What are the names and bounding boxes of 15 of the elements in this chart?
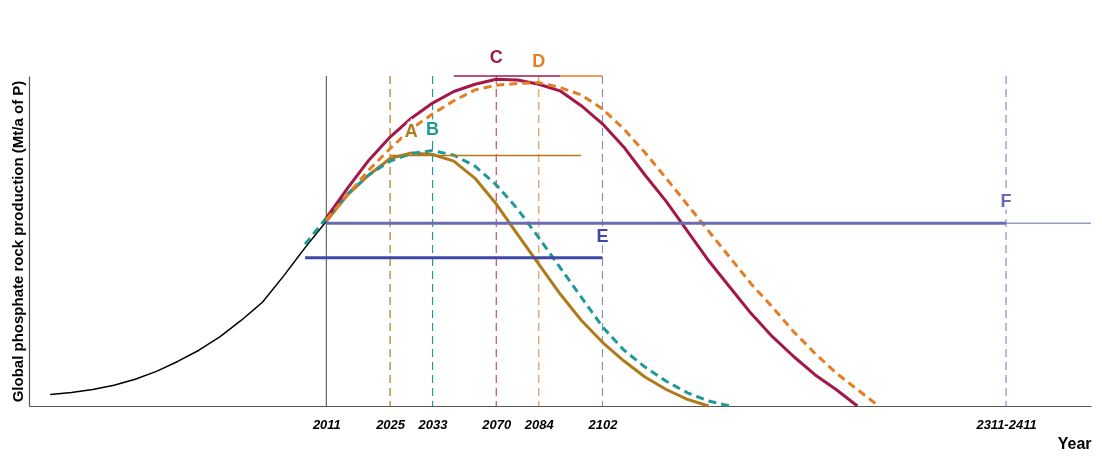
x-tick-label: 2084 — [523, 416, 555, 432]
series-label: E — [596, 225, 609, 246]
x-tick-label: 2311-2411 — [975, 416, 1037, 432]
x-tick-label: 2011 — [311, 416, 341, 432]
y-axis-title: Global phosphate rock production (Mt/a of P) — [8, 80, 26, 403]
x-tick-label: 2102 — [587, 416, 619, 432]
series-label: A — [404, 120, 418, 141]
series-label: B — [426, 118, 440, 139]
series-label: C — [489, 47, 503, 68]
x-tick-label: 2033 — [417, 416, 449, 432]
series-label: F — [1000, 191, 1012, 212]
x-tick-label: 2025 — [375, 416, 406, 432]
x-tick-label: 2070 — [481, 416, 513, 432]
series-label: D — [532, 50, 546, 71]
x-axis-title: Year — [1057, 434, 1092, 452]
